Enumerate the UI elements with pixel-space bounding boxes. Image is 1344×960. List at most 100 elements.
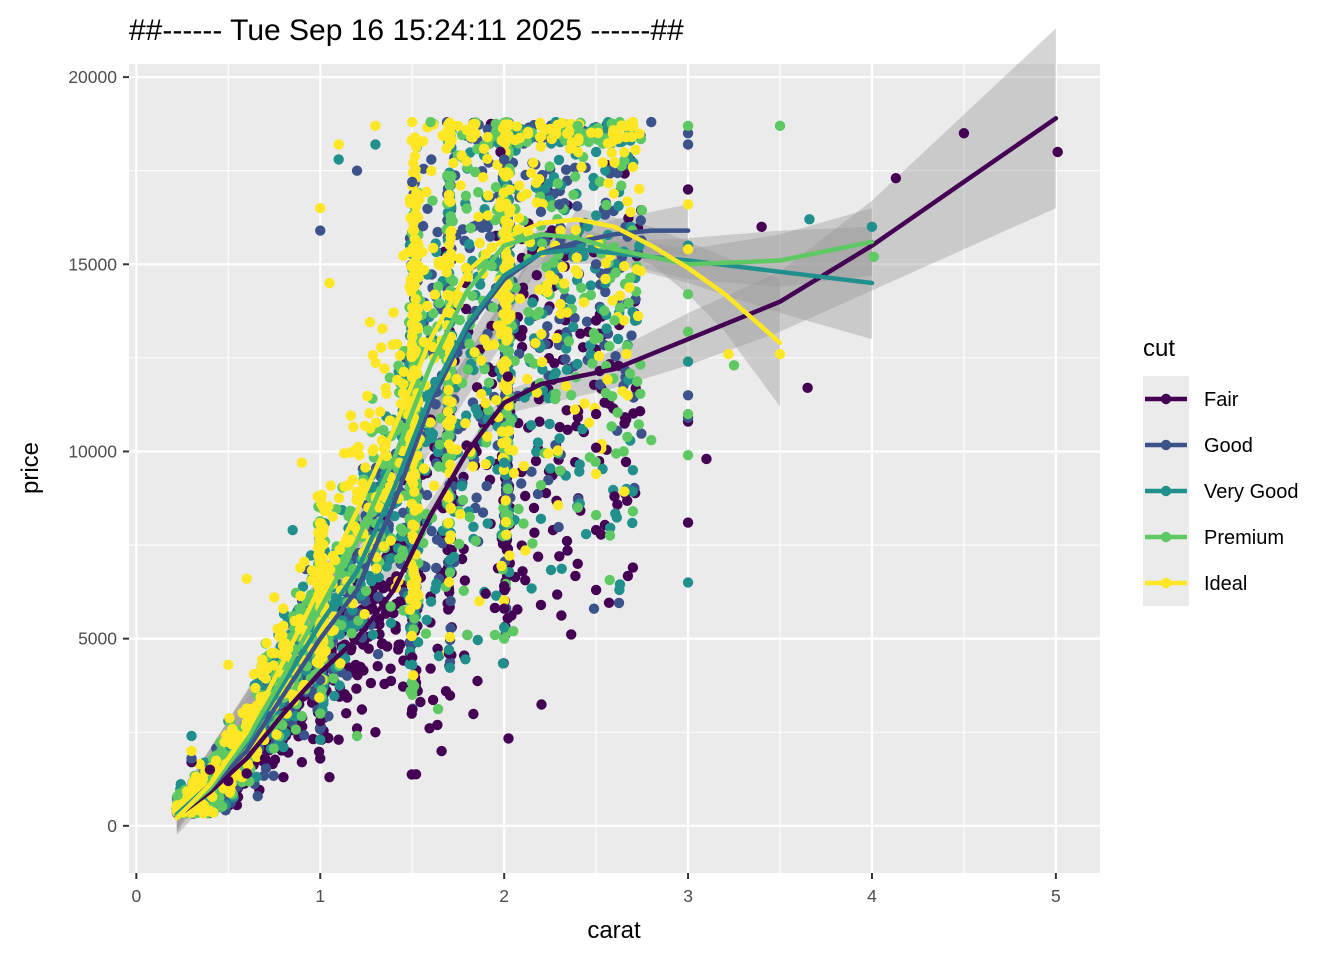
fair-point — [890, 172, 902, 184]
very-good-point — [572, 358, 583, 370]
premium-point — [442, 170, 453, 181]
fair-point — [427, 694, 439, 706]
fair-point — [341, 708, 352, 719]
ideal-point — [428, 242, 439, 254]
legend-label-ideal: Ideal — [1204, 573, 1247, 595]
ideal-point — [194, 758, 205, 770]
very-good-point — [585, 349, 596, 360]
good-point — [613, 597, 625, 609]
ideal-point — [441, 418, 453, 430]
ideal-point — [480, 459, 491, 470]
legend-key-point-ideal — [1160, 577, 1172, 589]
premium-point — [487, 302, 499, 313]
very-good-point — [568, 321, 579, 333]
ideal-point — [333, 139, 344, 150]
premium-point — [618, 446, 629, 457]
ideal-point — [359, 420, 371, 431]
premium-point — [394, 553, 405, 564]
premium-point — [217, 801, 228, 812]
ideal-point — [257, 654, 268, 665]
ideal-point — [443, 130, 454, 141]
ideal-point — [502, 426, 513, 437]
y-tick-label: 15000 — [68, 254, 117, 274]
ideal-point — [262, 663, 273, 675]
premium-point — [470, 166, 481, 178]
ideal-point — [295, 590, 306, 602]
ideal-point — [477, 172, 489, 183]
very-good-point — [432, 447, 444, 458]
ideal-point — [266, 647, 277, 659]
very-good-point — [585, 280, 596, 291]
ideal-point — [445, 503, 456, 514]
very-good-point — [535, 513, 547, 525]
fair-point — [590, 524, 602, 536]
y-tick-label: 0 — [107, 816, 117, 836]
good-point — [588, 603, 600, 614]
ideal-point — [379, 363, 390, 374]
ideal-point — [444, 576, 455, 588]
fair-point — [575, 328, 586, 339]
premium-point — [544, 161, 555, 172]
fair-point — [540, 487, 552, 499]
ideal-point — [497, 123, 509, 134]
ideal-point — [498, 187, 509, 198]
premium-point — [570, 171, 581, 182]
premium-confidence-ribbon — [176, 208, 872, 832]
ideal-point — [345, 447, 356, 458]
very-good-point — [370, 139, 381, 150]
ideal-point — [576, 161, 587, 173]
ideal-point — [261, 637, 272, 649]
premium-point — [635, 388, 646, 399]
ideal-point — [347, 474, 358, 485]
ideal-point — [417, 136, 429, 147]
ideal-point — [454, 253, 466, 264]
fair-point — [612, 499, 623, 510]
ideal-point — [600, 273, 611, 285]
premium-smooth-line — [174, 232, 875, 819]
ideal-point — [296, 457, 308, 468]
premium-point — [563, 336, 575, 347]
good-point — [445, 623, 456, 634]
ideal-point — [314, 692, 325, 703]
ideal-point — [316, 522, 327, 534]
x-tick-label: 4 — [867, 886, 877, 906]
very-good-point — [682, 577, 694, 588]
fair-point — [379, 582, 390, 593]
ideal-point — [408, 670, 419, 681]
ideal-point — [570, 224, 582, 236]
ideal-point — [445, 459, 456, 470]
very-good-point — [186, 730, 197, 742]
very-good-point — [287, 524, 298, 536]
premium-point — [523, 306, 534, 318]
ideal-point — [410, 580, 421, 592]
very-good-point — [532, 437, 544, 448]
very-good-point — [545, 463, 556, 474]
ideal-point — [404, 193, 416, 205]
ideal-point — [312, 542, 324, 553]
ideal-point — [441, 143, 452, 154]
premium-point — [646, 435, 657, 446]
smooth-lines — [174, 116, 1059, 821]
premium-point — [636, 205, 648, 216]
premium-point — [328, 673, 339, 684]
fair-point — [590, 442, 602, 453]
ideal-point — [496, 560, 507, 572]
ideal-point — [245, 705, 256, 716]
fair-point — [802, 382, 813, 394]
premium-point — [420, 628, 432, 639]
ideal-point — [501, 219, 512, 230]
premium-point — [464, 338, 475, 350]
good-point — [457, 224, 468, 235]
fair-point — [415, 696, 426, 708]
very-good-point — [527, 297, 538, 308]
ideal-point — [501, 167, 513, 178]
ideal-point — [285, 689, 297, 700]
ideal-point — [425, 417, 436, 428]
ideal-point — [455, 509, 466, 520]
ideal-point — [368, 444, 379, 455]
ideal-point — [606, 147, 617, 158]
fair-point — [459, 575, 471, 586]
premium-point — [594, 176, 606, 187]
